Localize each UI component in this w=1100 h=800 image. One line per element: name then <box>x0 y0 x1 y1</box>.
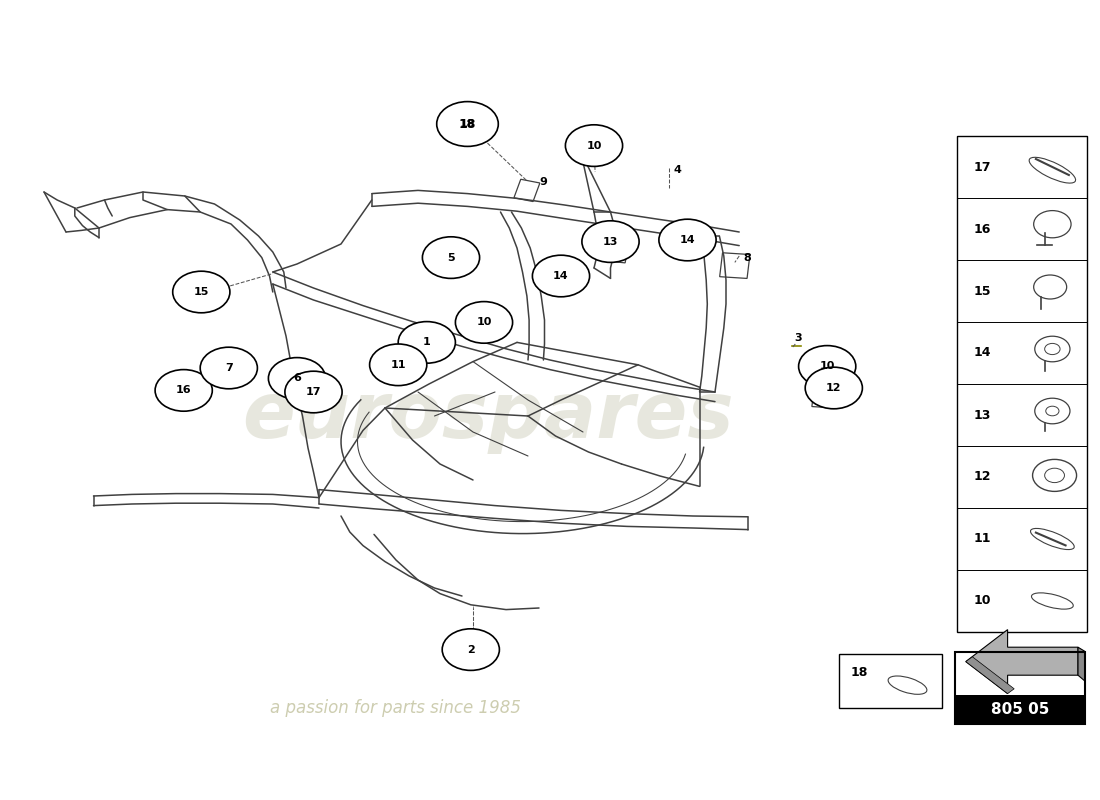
Circle shape <box>805 367 862 409</box>
Text: 16: 16 <box>176 386 191 395</box>
Text: 12: 12 <box>974 470 991 483</box>
Text: 15: 15 <box>974 285 991 298</box>
Polygon shape <box>1078 647 1085 681</box>
Circle shape <box>455 302 513 343</box>
Circle shape <box>532 255 590 297</box>
Text: 14: 14 <box>974 346 991 359</box>
Text: 12: 12 <box>826 383 842 393</box>
Text: 14: 14 <box>553 271 569 281</box>
Bar <box>955 652 1085 724</box>
Text: 3: 3 <box>794 333 802 342</box>
Text: a passion for parts since 1985: a passion for parts since 1985 <box>271 699 521 717</box>
Circle shape <box>422 237 480 278</box>
Bar <box>839 654 942 708</box>
Text: 10: 10 <box>974 594 991 607</box>
Text: 10: 10 <box>820 362 835 371</box>
Text: 5: 5 <box>448 253 454 262</box>
Text: eurospares: eurospares <box>242 378 734 454</box>
Text: 4: 4 <box>673 166 681 175</box>
Circle shape <box>285 371 342 413</box>
Circle shape <box>799 346 856 387</box>
Text: 18: 18 <box>459 118 476 130</box>
Text: 9: 9 <box>539 178 547 187</box>
Text: 15: 15 <box>194 287 209 297</box>
Text: 8: 8 <box>744 254 751 263</box>
Text: 6: 6 <box>293 374 301 383</box>
Text: 13: 13 <box>974 409 991 422</box>
Polygon shape <box>966 657 1014 694</box>
Circle shape <box>155 370 212 411</box>
Text: 17: 17 <box>974 161 991 174</box>
Text: 10: 10 <box>586 141 602 150</box>
Circle shape <box>565 125 623 166</box>
Circle shape <box>268 358 326 399</box>
Circle shape <box>659 219 716 261</box>
Text: 18: 18 <box>850 666 868 679</box>
Circle shape <box>398 322 455 363</box>
Text: 11: 11 <box>390 360 406 370</box>
Circle shape <box>437 102 498 146</box>
Text: 11: 11 <box>974 533 991 546</box>
Text: 1: 1 <box>422 338 431 347</box>
Bar <box>955 695 1085 724</box>
Circle shape <box>370 344 427 386</box>
Circle shape <box>439 103 496 145</box>
Polygon shape <box>966 630 1078 694</box>
Bar <box>957 136 1087 632</box>
Text: 16: 16 <box>974 222 991 235</box>
Text: 13: 13 <box>603 237 618 246</box>
Circle shape <box>200 347 257 389</box>
Circle shape <box>442 629 499 670</box>
Circle shape <box>173 271 230 313</box>
Circle shape <box>582 221 639 262</box>
Text: 17: 17 <box>306 387 321 397</box>
Text: 805 05: 805 05 <box>990 702 1049 717</box>
Text: 7: 7 <box>224 363 233 373</box>
Text: 2: 2 <box>466 645 475 654</box>
Bar <box>955 652 1085 724</box>
Text: 18: 18 <box>460 119 475 129</box>
Text: 10: 10 <box>476 318 492 327</box>
Text: 14: 14 <box>680 235 695 245</box>
